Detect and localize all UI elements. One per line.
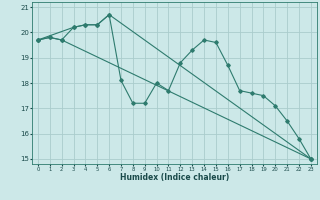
X-axis label: Humidex (Indice chaleur): Humidex (Indice chaleur) (120, 173, 229, 182)
